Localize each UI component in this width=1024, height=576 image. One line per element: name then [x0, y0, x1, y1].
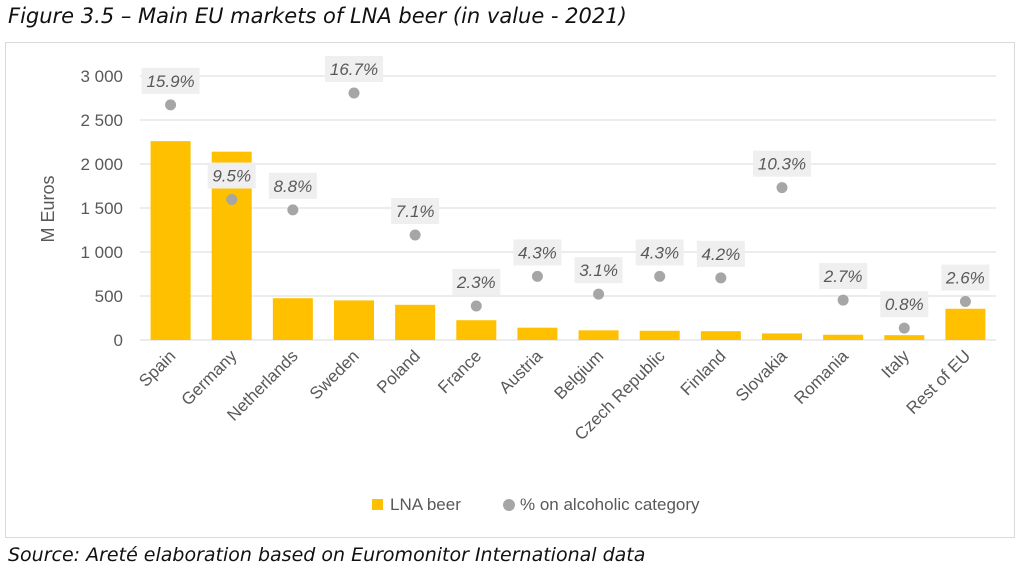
x-tick-label: Belgium [551, 346, 608, 403]
percent-label-bg [268, 172, 317, 199]
bar [823, 334, 864, 340]
y-tick-label: 1 000 [80, 243, 123, 262]
percent-dot [776, 182, 788, 194]
gridlines [140, 75, 996, 341]
percent-label: 10.3% [758, 155, 806, 174]
y-tick-label: 1 500 [80, 199, 123, 218]
bar [884, 335, 925, 340]
percent-label-bg [753, 150, 811, 177]
bar [639, 330, 680, 340]
x-tick-label: Rest of EU [903, 346, 975, 418]
y-tick-label: 3 000 [80, 67, 123, 86]
percent-dot [226, 193, 238, 205]
percent-label-bg [635, 239, 684, 266]
percent-labels: 15.9% 9.5% 8.8% 16.7% 7.1% 2.3% 4.3% 3.1% 4.3% 4.… [141, 56, 990, 318]
x-tick-label: Romania [790, 346, 852, 408]
x-tick-label: Spain [135, 346, 179, 390]
y-tick-label: 500 [95, 287, 123, 306]
percent-dot [715, 272, 727, 284]
x-tick-label: France [434, 346, 485, 397]
percent-label: 0.8% [885, 295, 924, 314]
percent-dot [837, 294, 849, 306]
y-tick-label: 2 000 [80, 155, 123, 174]
x-tick-label: Sweden [306, 346, 363, 403]
figure-title: Figure 3.5 – Main EU markets of LNA beer… [8, 4, 627, 28]
bar-chart: M Euros 0 500 1 000 1 500 2 000 2 500 3 000 Sp… [38, 56, 996, 514]
x-tick-label: Poland [373, 346, 424, 397]
y-tick-label: 0 [114, 331, 123, 350]
bar [395, 304, 436, 340]
percent-dots [165, 87, 971, 334]
percent-label-bg [513, 239, 562, 266]
percent-label: 4.3% [518, 243, 557, 262]
x-tick-label: Germany [178, 346, 241, 409]
percent-label-bg [325, 56, 383, 83]
percent-label-bg [391, 197, 440, 224]
percent-label-bg [452, 268, 501, 295]
percent-dot [348, 87, 360, 99]
legend-label-bar: LNA beer [390, 495, 461, 514]
bars [150, 141, 986, 340]
bar [945, 308, 986, 340]
percent-dot [470, 300, 482, 312]
bar [456, 320, 497, 340]
y-axis-label: M Euros [38, 175, 58, 242]
y-tick-label: 2 500 [80, 111, 123, 130]
chart-frame: M Euros 0 500 1 000 1 500 2 000 2 500 3 000 Sp… [5, 42, 1015, 538]
percent-label: 15.9% [146, 72, 194, 91]
x-tick-label: Italy [878, 346, 914, 382]
percent-label-bg [141, 67, 200, 94]
percent-dot [165, 99, 177, 111]
percent-label: 3.1% [579, 261, 618, 280]
percent-dot [959, 296, 971, 308]
percent-dot [654, 270, 666, 282]
percent-label-bg [941, 264, 990, 291]
percent-label: 4.2% [701, 245, 740, 264]
bar [578, 330, 619, 340]
percent-label-bg [696, 240, 745, 267]
percent-label-bg [819, 263, 868, 290]
x-tick-label: Austria [495, 346, 546, 397]
percent-label: 8.8% [273, 177, 312, 196]
percent-label-bg [574, 257, 623, 284]
percent-label: 2.7% [823, 267, 863, 286]
legend-swatch-dot [503, 499, 515, 511]
percent-label: 16.7% [330, 60, 378, 79]
x-tick-label: Slovakia [732, 346, 791, 405]
figure-source: Source: Areté elaboration based on Eurom… [8, 544, 646, 566]
legend-swatch-bar [372, 499, 383, 510]
y-axis-ticks: 0 500 1 000 1 500 2 000 2 500 3 000 [80, 67, 123, 350]
bar [762, 333, 802, 340]
percent-label: 9.5% [212, 166, 251, 185]
percent-dot [898, 322, 910, 334]
bar [272, 298, 313, 340]
legend-label-dot: % on alcoholic category [520, 495, 700, 514]
percent-label: 7.1% [396, 202, 435, 221]
percent-dot [409, 229, 421, 241]
percent-dot [593, 288, 605, 300]
percent-label: 2.3% [456, 273, 496, 292]
percent-label: 2.6% [945, 269, 985, 288]
percent-label-bg [207, 162, 256, 189]
percent-label-bg [880, 291, 929, 318]
percent-dot [287, 204, 299, 216]
percent-dot [531, 270, 543, 282]
bar [334, 300, 374, 340]
bar [700, 331, 741, 340]
percent-label: 4.3% [640, 243, 679, 262]
legend: LNA beer % on alcoholic category [372, 495, 700, 514]
bar [150, 141, 191, 340]
bar [517, 327, 558, 340]
x-tick-label: Finland [677, 346, 730, 399]
